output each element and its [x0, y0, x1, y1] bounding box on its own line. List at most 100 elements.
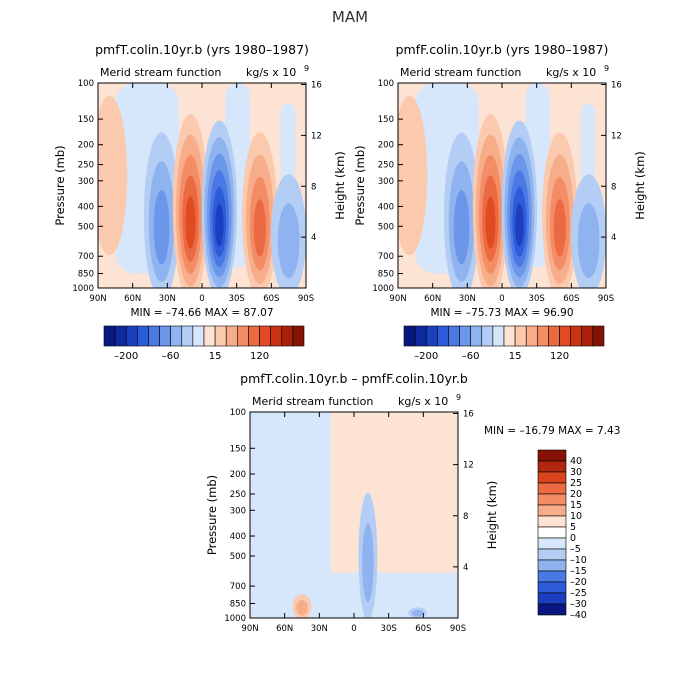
colorbar-cell [281, 325, 294, 347]
colorbar-label: 15 [209, 351, 222, 362]
contour-level [398, 95, 428, 256]
x-tick-label: 90S [598, 294, 614, 304]
min-max-text: MIN = –75.73 MAX = 96.90 [430, 307, 573, 319]
y-axis-label: Pressure (mb) [53, 145, 67, 225]
y-tick-label: 100 [378, 79, 394, 89]
y2-tick-label: 16 [463, 410, 474, 420]
y-tick-label: 250 [78, 161, 94, 171]
min-max-text: MIN = –74.66 MAX = 87.07 [130, 307, 273, 319]
colorbar-label: 0 [570, 533, 576, 544]
colorbar-cell [537, 570, 567, 583]
contour-level [453, 190, 470, 265]
x-tick-label: 30N [459, 294, 476, 304]
y-tick-label: 100 [78, 79, 94, 89]
units-label: kg/s x 10 [546, 66, 596, 79]
y-axis-label: Pressure (mb) [353, 145, 367, 225]
y-tick-label: 200 [78, 141, 94, 151]
x-tick-label: 30S [229, 294, 245, 304]
y-tick-label: 850 [78, 270, 94, 280]
y2-tick-label: 4 [611, 233, 616, 243]
panel-title: pmfT.colin.10yr.b (yrs 1980–1987) [95, 42, 309, 57]
colorbar-cell [537, 325, 549, 347]
colorbar-cell [181, 325, 194, 347]
colorbar-cell [192, 325, 205, 347]
colorbar-cell [170, 325, 183, 347]
x-tick-label: 30N [159, 294, 176, 304]
colorbar-cell [270, 325, 283, 347]
y-tick-label: 500 [78, 222, 94, 232]
y-tick-label: 300 [230, 506, 246, 516]
y-tick-label: 300 [378, 177, 394, 187]
colorbar-label: –40 [570, 610, 587, 621]
colorbar-cell [537, 559, 567, 572]
panel-subtitle: Merid stream function [400, 66, 521, 79]
colorbar-label: –60 [162, 351, 180, 362]
colorbar-cell [148, 325, 160, 347]
colorbar-label: –20 [570, 577, 587, 588]
colorbar-label: 25 [570, 478, 582, 489]
colorbar-cell [492, 325, 505, 347]
colorbar-label: –25 [570, 588, 587, 599]
colorbar-label: 20 [570, 489, 582, 500]
units-exponent: 9 [304, 64, 309, 73]
colorbar-cell [437, 325, 449, 347]
colorbar-cell [259, 325, 271, 347]
colorbar-cell [537, 493, 567, 506]
panel-subtitle: Merid stream function [252, 395, 373, 408]
x-tick-label: 0 [199, 294, 204, 304]
contour-field [98, 83, 306, 288]
colorbar-cell [448, 325, 460, 347]
y-tick-label: 500 [230, 552, 246, 562]
y-tick-label: 1000 [372, 284, 394, 294]
colorbar-label: –5 [570, 544, 581, 555]
colorbar-cell [248, 325, 260, 347]
colorbar-cell [537, 603, 567, 616]
y-axis-label: Pressure (mb) [205, 475, 219, 555]
min-max-text: MIN = –16.79 MAX = 7.43 [484, 425, 620, 437]
colorbar-label: –10 [570, 555, 587, 566]
y2-tick-label: 8 [611, 182, 616, 192]
x-tick-label: 60N [276, 624, 293, 634]
colorbar-cell [570, 325, 583, 347]
colorbar-label: 15 [570, 500, 582, 511]
colorbar-cell [214, 325, 227, 347]
colorbar-cell [225, 325, 238, 347]
colorbar-cell [537, 548, 567, 561]
contour-level [253, 199, 266, 257]
units-label: kg/s x 10 [246, 66, 296, 79]
contour-level [153, 190, 170, 265]
colorbar-cell [559, 325, 571, 347]
contour-level [515, 203, 524, 247]
contour-level [215, 203, 224, 247]
y2-tick-label: 12 [463, 461, 474, 471]
y-tick-label: 200 [230, 470, 246, 480]
x-tick-label: 30S [381, 624, 397, 634]
contour-level [411, 609, 424, 617]
x-tick-label: 90N [89, 294, 106, 304]
colorbar-cell [403, 325, 416, 347]
y-tick-label: 850 [378, 270, 394, 280]
y-tick-label: 250 [378, 161, 394, 171]
panel-subtitle: Merid stream function [100, 66, 221, 79]
colorbar-label: 5 [570, 522, 576, 533]
contour-field [398, 83, 606, 288]
panel-top-left: pmfT.colin.10yr.b (yrs 1980–1987) Merid s… [53, 42, 347, 362]
colorbar-cell [103, 325, 116, 347]
y-tick-label: 100 [230, 408, 246, 418]
colorbar-cell [114, 325, 127, 347]
x-tick-label: 90S [298, 294, 314, 304]
colorbar-cell [581, 325, 594, 347]
colorbar-label: 40 [570, 456, 582, 467]
colorbar-cell [548, 325, 560, 347]
colorbar-cell [525, 325, 538, 347]
colorbar-cell [537, 504, 567, 517]
x-tick-label: 60S [415, 624, 431, 634]
y2-tick-label: 12 [611, 131, 622, 141]
x-tick-label: 60N [424, 294, 441, 304]
y-tick-label: 700 [378, 252, 394, 262]
y-tick-label: 1000 [72, 284, 94, 294]
x-tick-label: 30S [529, 294, 545, 304]
y-tick-label: 1000 [224, 614, 246, 624]
x-tick-label: 0 [499, 294, 504, 304]
y2-axis-label: Height (km) [485, 481, 499, 550]
